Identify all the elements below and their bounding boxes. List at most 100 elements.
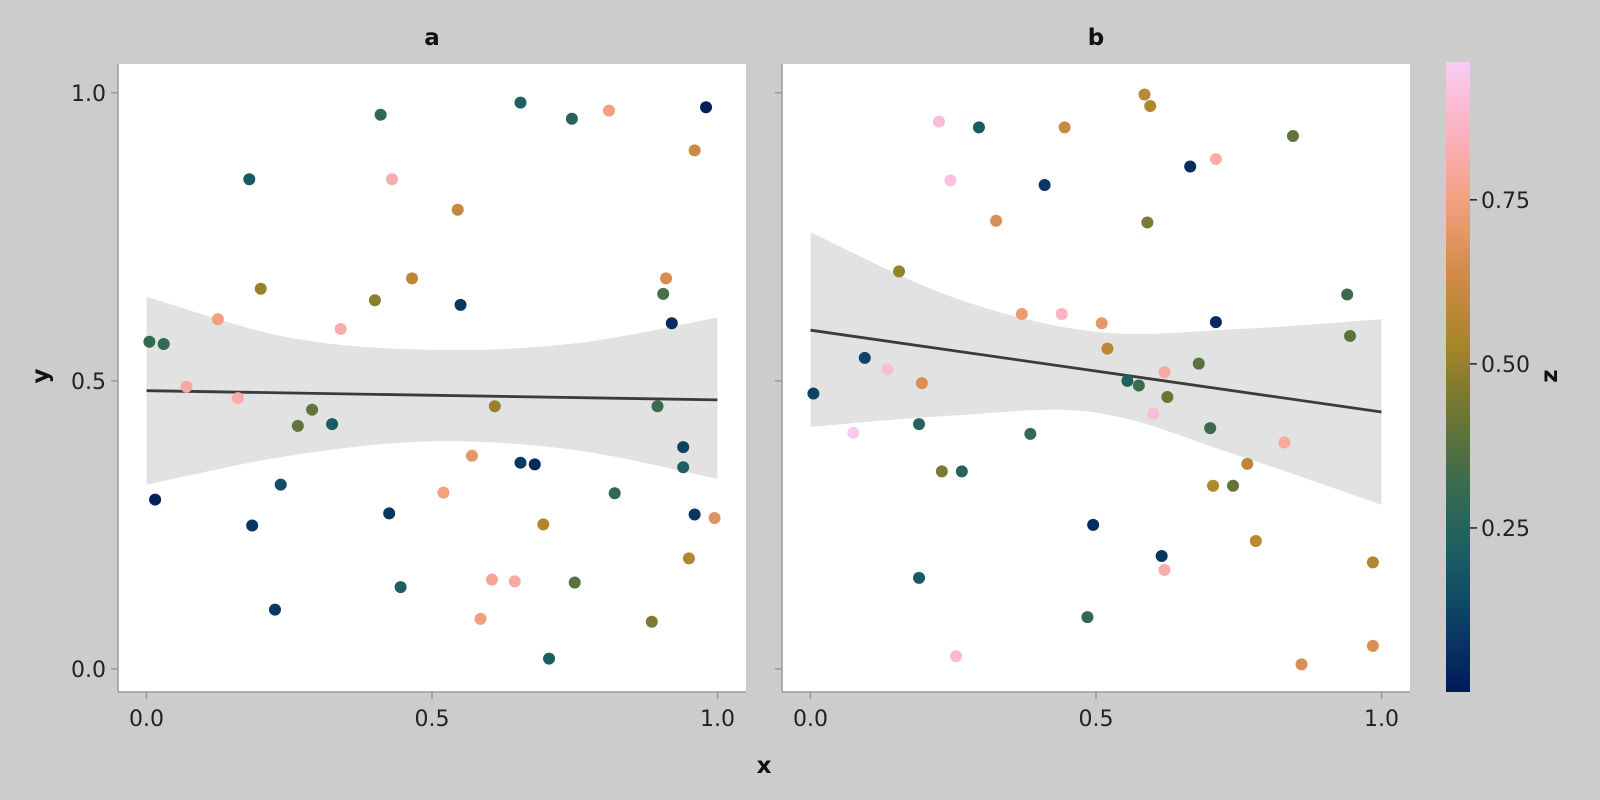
panel-b-data-point: [1158, 563, 1171, 576]
panel-a-data-point: [211, 313, 224, 326]
colorbar-tick-label: 0.75: [1481, 189, 1530, 214]
colorbar-ticks: 0.25 0.50 0.75: [1470, 189, 1530, 542]
panel-a-data-point: [688, 508, 701, 521]
panel-a-data-point: [465, 449, 478, 462]
panel-a-data-point: [508, 575, 521, 588]
panel-a-data-point: [682, 552, 695, 565]
panel-b-data-point: [807, 387, 820, 400]
panel-a-data-point: [274, 478, 287, 491]
panel-b-data-point: [1249, 535, 1262, 548]
panel-b-x-tick-label: 0.5: [1079, 707, 1114, 732]
panel-b-title: b: [1088, 25, 1104, 51]
panel-a-fit-line: [146, 389, 718, 402]
panel-a-data-point: [368, 294, 381, 307]
y-tick-label: 1.0: [71, 82, 106, 107]
panel-b-data-point: [1132, 379, 1145, 392]
panel-b-data-point: [1161, 391, 1174, 404]
panel-b-data-point: [1038, 178, 1051, 191]
panel-b-data-point: [1344, 329, 1357, 342]
panel-b-data-point: [893, 265, 906, 278]
colorbar: z: [1446, 62, 1563, 692]
panel-a-data-point: [651, 400, 664, 413]
panel-a-data-point: [660, 272, 673, 285]
panel-a-data-point: [406, 272, 419, 285]
panel-b-data-point: [1058, 121, 1071, 134]
colorbar-tick-label: 0.25: [1481, 517, 1530, 542]
panel-a-data-point: [565, 112, 578, 125]
panel-a-data-point: [386, 173, 399, 186]
panel-a-data-point: [437, 486, 450, 499]
panel-b-data-point: [1155, 550, 1168, 563]
panel-a-data-point: [334, 323, 347, 336]
y-tick-label: 0.5: [71, 370, 106, 395]
panel-b-data-point: [1015, 308, 1028, 321]
panel-b-data-point: [858, 351, 871, 364]
y-axis-title: y: [28, 369, 54, 384]
panel-b-data-point: [990, 214, 1003, 227]
panel-b-confidence-band: [810, 232, 1382, 505]
marks-layer: [143, 88, 1382, 671]
panel-b-data-point: [1286, 130, 1299, 143]
panel-a-data-point: [474, 612, 487, 625]
panel-b-data-point: [1024, 427, 1037, 440]
panel-b-data-point: [1158, 366, 1171, 379]
panel-b-data-point: [1341, 288, 1354, 301]
panel-b-data-point: [935, 465, 948, 478]
panel-a-confidence-band: [146, 296, 718, 485]
panel-b-data-point: [1241, 457, 1254, 470]
panel-b-data-point: [1209, 153, 1222, 166]
panel-a-x-tick-label: 1.0: [700, 707, 735, 732]
panel-a-data-point: [383, 507, 396, 520]
panel-b-data-point: [955, 465, 968, 478]
panel-b-data-point: [1121, 374, 1134, 387]
axes-layer: 0.0 0.5 1.0 0.0 0.5 1.0 0.0 0.5 1.0: [71, 64, 1410, 732]
y-tick-label: 0.0: [71, 658, 106, 683]
panel-a-data-point: [143, 335, 156, 348]
panel-b-data-point: [881, 363, 894, 376]
panel-b-data-point: [1081, 611, 1094, 624]
panel-a-x-tick-label: 0.0: [129, 707, 164, 732]
panel-a-data-point: [708, 512, 721, 525]
panel-a-data-point: [537, 518, 550, 531]
panel-a-data-point: [157, 338, 170, 351]
panel-a-data-point: [677, 441, 690, 454]
panel-a-data-point: [374, 108, 387, 121]
panel-a-data-point: [514, 96, 527, 109]
colorbar-tick-label: 0.50: [1481, 353, 1530, 378]
panel-b-data-point: [944, 174, 957, 187]
panel-a-data-point: [657, 287, 670, 300]
panel-a-data-point: [451, 203, 464, 216]
colorbar-gradient: [1446, 62, 1470, 692]
panel-a-data-point: [568, 576, 581, 589]
panel-a-data-point: [608, 487, 621, 500]
panel-b-data-point: [1209, 316, 1222, 329]
panel-b-x-tick-label: 1.0: [1364, 707, 1399, 732]
panel-b-data-point: [1278, 436, 1291, 449]
panel-a-data-point: [326, 418, 339, 431]
panel-a-x-tick-label: 0.5: [415, 707, 450, 732]
panel-b-fit-line: [810, 328, 1382, 414]
panel-b-data-point: [1087, 518, 1100, 531]
panel-a-data-point: [243, 173, 256, 186]
panel-b-data-point: [1147, 407, 1160, 420]
panel-a-data-point: [291, 419, 304, 432]
panel-b-data-point: [1138, 88, 1151, 101]
panel-a-data-point: [231, 392, 244, 405]
panel-a-data-point: [528, 458, 541, 471]
panel-b-data-point: [950, 650, 963, 663]
panel-b-data-point: [1141, 216, 1154, 229]
panel-a-data-point: [602, 104, 615, 117]
panel-a-data-point: [677, 461, 690, 474]
panel-a-data-point: [514, 456, 527, 469]
panel-a-data-point: [180, 380, 193, 393]
panel-a-data-point: [269, 603, 281, 616]
panel-b-data-point: [847, 426, 860, 439]
panel-a-data-point: [485, 573, 498, 586]
panel-a-data-point: [394, 581, 407, 594]
panel-a-data-point: [306, 403, 319, 416]
panel-b-data-point: [1095, 317, 1108, 330]
panel-b-data-point: [1144, 100, 1157, 113]
panel-a-data-point: [488, 400, 501, 413]
panel-a-data-point: [645, 615, 658, 628]
